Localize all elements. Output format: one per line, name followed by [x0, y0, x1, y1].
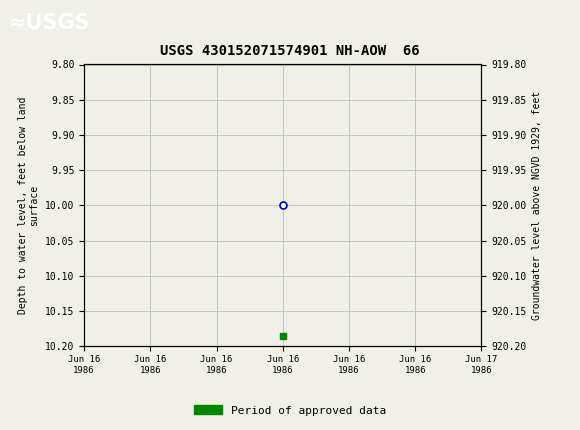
Text: ≈USGS: ≈USGS [9, 12, 90, 33]
Y-axis label: Depth to water level, feet below land
surface: Depth to water level, feet below land su… [18, 97, 39, 314]
Legend: Period of approved data: Period of approved data [190, 401, 390, 420]
Text: USGS 430152071574901 NH-AOW  66: USGS 430152071574901 NH-AOW 66 [160, 44, 420, 58]
Y-axis label: Groundwater level above NGVD 1929, feet: Groundwater level above NGVD 1929, feet [532, 91, 542, 320]
